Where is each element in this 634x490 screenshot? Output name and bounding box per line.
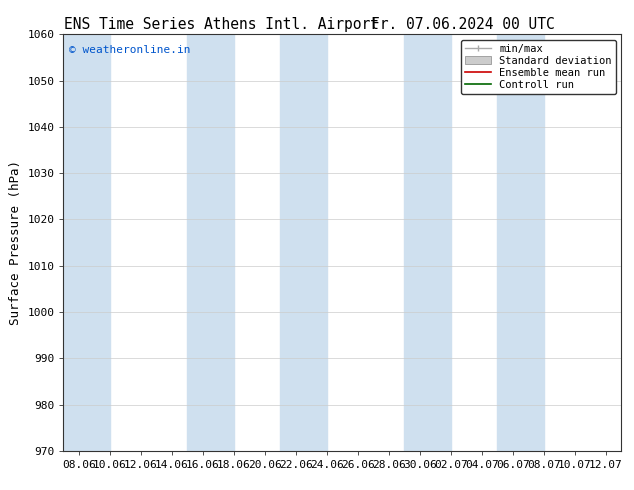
Text: Fr. 07.06.2024 00 UTC: Fr. 07.06.2024 00 UTC	[371, 17, 555, 32]
Bar	[63, 34, 110, 451]
Y-axis label: Surface Pressure (hPa): Surface Pressure (hPa)	[9, 160, 22, 325]
Bar	[188, 34, 234, 451]
Bar	[280, 34, 327, 451]
Text: ENS Time Series Athens Intl. Airport: ENS Time Series Athens Intl. Airport	[65, 17, 379, 32]
Text: © weatheronline.in: © weatheronline.in	[69, 45, 190, 55]
Bar	[497, 34, 544, 451]
Legend: min/max, Standard deviation, Ensemble mean run, Controll run: min/max, Standard deviation, Ensemble me…	[461, 40, 616, 94]
Bar	[404, 34, 451, 451]
